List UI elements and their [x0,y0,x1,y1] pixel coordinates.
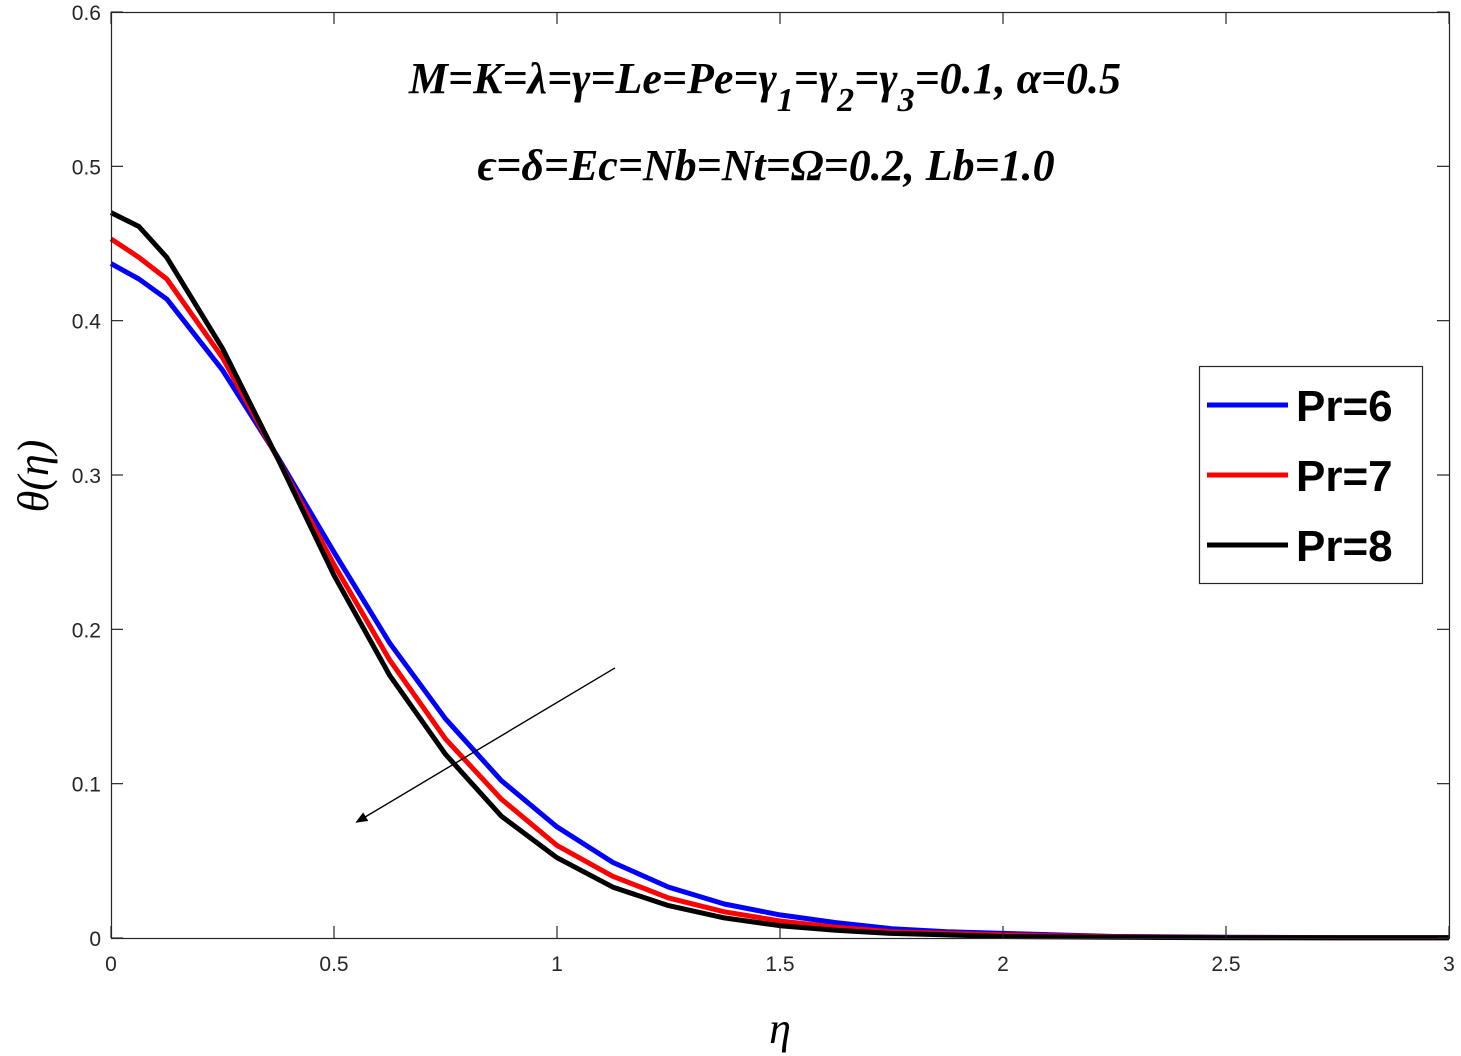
x-tick-label: 3 [1443,953,1455,976]
trend-arrow [355,667,616,823]
annotation-parameters: M=K=λ=γ=Le=Pe=γ1=γ2=γ3=0.1, α=0.5 ϵ=δ=Ec… [408,54,1121,190]
x-tick-label: 2 [997,953,1009,976]
y-tick-label: 0.6 [72,2,101,25]
x-axis-label: η [769,1004,791,1053]
legend-label-2: Pr=7 [1296,452,1393,501]
y-axis-label: θ(η) [9,440,58,513]
y-tick-label: 0.5 [72,156,101,179]
series-line-1 [109,261,1450,941]
x-tick-label: 2.5 [1211,953,1240,976]
x-tick-label: 1.5 [765,953,794,976]
x-tick-label: 1 [551,953,563,976]
annotation-line-1: M=K=λ=γ=Le=Pe=γ1=γ2=γ3=0.1, α=0.5 [408,54,1121,119]
legend-label-3: Pr=8 [1296,522,1393,571]
annotation-line-2: ϵ=δ=Ec=Nb=Nt=Ω=0.2, Lb=1.0 [477,141,1054,190]
x-tick-label: 0.5 [319,953,348,976]
legend: Pr=6 Pr=7 Pr=8 [1198,365,1424,585]
series-line-2 [109,236,1449,941]
y-tick-label: 0 [89,928,101,951]
ticks-layer: 0 0.5 1 1.5 2 2.5 3 0 0.1 0.2 0.3 0.4 0.5 0.6 [72,2,1455,976]
series-line-3 [109,210,1449,941]
y-tick-label: 0.2 [72,619,101,642]
x-tick-label: 0 [105,953,117,976]
legend-entries: Pr=6 Pr=7 Pr=8 [1207,382,1393,571]
y-tick-label: 0.1 [72,774,101,797]
y-tick-label: 0.3 [72,465,101,488]
series-layer [109,210,1450,941]
legend-label-1: Pr=6 [1296,382,1393,431]
y-tick-label: 0.4 [72,311,102,334]
